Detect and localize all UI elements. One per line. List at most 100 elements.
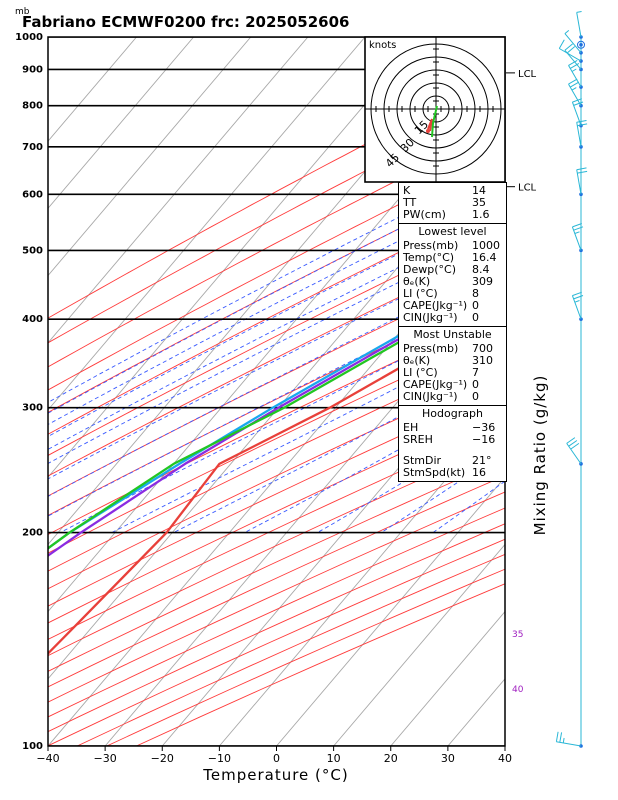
wind-barb-staff	[571, 295, 582, 320]
wind-barb-flag	[573, 101, 584, 106]
wind-barb-flag	[572, 291, 582, 297]
wind-barb-flag	[568, 78, 578, 85]
isotherm-line	[48, 37, 252, 277]
wind-barb-flag	[566, 46, 576, 54]
wetbulb-profile	[48, 271, 505, 550]
pressure-tick-label: 500	[22, 245, 43, 256]
wind-barb-staff	[568, 83, 582, 106]
lowest-level-row: θₑ(K) 309	[403, 276, 502, 288]
temperature-profile	[48, 305, 505, 656]
wind-barb-flag	[577, 123, 588, 127]
pressure-unit-label: mb	[15, 7, 30, 17]
dry-adiabat-line	[48, 368, 505, 590]
wind-barb-flag	[562, 737, 565, 743]
most-unstable-row: LI (°C) 7	[403, 367, 502, 379]
isotherm-line	[48, 207, 505, 746]
isotherm-line	[48, 37, 309, 344]
temperature-tick-label: −20	[151, 752, 174, 765]
hodograph-trace-high	[431, 105, 438, 138]
lowest-level-row: Dewp(°C) 8.4	[403, 264, 502, 276]
pressure-tick-label: 700	[22, 142, 43, 153]
most-unstable-value: 0	[472, 390, 479, 403]
isotherm-line	[48, 37, 194, 210]
most-unstable-row: CAPE(Jkg⁻¹) 0	[403, 379, 502, 391]
most-unstable-value: 700	[472, 342, 493, 355]
wind-barb-flag	[564, 43, 573, 51]
lowest-level-row: LI (°C) 8	[403, 288, 502, 300]
hodograph-param-row: EH −36	[403, 422, 502, 434]
lowest-level-indices: Lowest level Press(mb) 1000 Temp(°C) 16.4 De…	[398, 224, 507, 327]
lowest-level-label: θₑ(K)	[403, 275, 431, 288]
mixing-ratio-labels: 1234681012141618202530	[611, 183, 618, 193]
sounding-profiles	[48, 271, 505, 656]
hodograph-trace-low	[427, 118, 433, 132]
wind-level-dot	[579, 42, 583, 47]
lowest-level-label: Press(mb)	[403, 239, 459, 252]
pressure-tick-label: 300	[22, 403, 43, 414]
dry-adiabat-line	[48, 387, 505, 607]
hodograph-header: Hodograph	[422, 407, 483, 420]
most-unstable-row: Press(mb) 700	[403, 343, 502, 355]
wind-barb-flag	[573, 226, 584, 231]
most-unstable-row: CIN(Jkg⁻¹) 0	[403, 391, 502, 403]
temperature-tick-label: 10	[327, 752, 341, 765]
dewpoint-profile	[48, 274, 505, 550]
lcl-label: LCL	[518, 69, 537, 80]
summary-indices: K 14 TT 35 PW(cm) 1.6	[398, 182, 507, 224]
isotherm-line	[48, 37, 366, 411]
pressure-tick-label: 400	[22, 314, 43, 325]
hodograph-param-value: −16	[472, 433, 496, 446]
moist-adiabat-line	[48, 175, 505, 414]
lowest-level-label: CAPE(Jkg⁻¹)	[403, 299, 468, 312]
lowest-level-value: 8.4	[472, 263, 490, 276]
most-unstable-label: CIN(Jkg⁻¹)	[403, 390, 458, 403]
hodograph-param-label: SREH	[403, 433, 433, 446]
moist-adiabat-line	[48, 163, 505, 403]
moist-adiabat-line	[48, 229, 505, 464]
wind-barb-flag	[572, 98, 582, 103]
wind-barb-flag	[564, 30, 570, 34]
most-unstable-label: LI (°C)	[403, 366, 438, 379]
most-unstable-label: Press(mb)	[403, 342, 459, 355]
wind-barb-flag	[570, 81, 580, 88]
most-unstable-value: 310	[472, 354, 493, 367]
most-unstable-row: θₑ(K) 310	[403, 355, 502, 367]
lowest-level-label: Temp(°C)	[403, 251, 455, 264]
storm-motion-marker	[426, 129, 430, 133]
wind-barb-flag	[558, 39, 565, 49]
wind-barb-flag	[571, 68, 577, 72]
lcl-label: LCL	[518, 183, 537, 194]
lowest-level-value: 309	[472, 275, 493, 288]
mixing-ratio-line	[614, 37, 618, 194]
wind-barb-staff	[568, 65, 582, 88]
wind-barb-staff	[559, 48, 582, 62]
most-unstable-value: 0	[472, 378, 479, 391]
lowest-level-row: CAPE(Jkg⁻¹) 0	[403, 300, 502, 312]
wind-barb-staff	[576, 12, 582, 38]
pressure-tick-label: 600	[22, 189, 43, 200]
wind-barb-flag	[576, 167, 587, 171]
wind-barb-flag	[566, 437, 576, 444]
moist-adiabat-line	[48, 263, 505, 497]
temperature-tick-label: −10	[208, 752, 231, 765]
mixing-ratio-axis-title: Mixing Ratio (g/kg)	[531, 375, 549, 536]
most-unstable-indices: Most Unstable Press(mb) 700 θₑ(K) 310 LI (°C…	[398, 327, 507, 406]
storm-param-value: 16	[472, 466, 486, 479]
lowest-level-value: 0	[472, 299, 479, 312]
wind-barb-flag	[577, 170, 588, 174]
temperature-tick-label: −40	[36, 752, 59, 765]
most-unstable-header: Most Unstable	[413, 328, 492, 341]
lowest-level-value: 8	[472, 287, 479, 300]
x-axis-title: Temperature (°C)	[202, 766, 348, 784]
moist-adiabat-line	[48, 283, 505, 517]
temperature-tick-label: −30	[94, 752, 117, 765]
lowest-level-value: 1000	[472, 239, 500, 252]
dry-adiabat-line	[48, 289, 505, 516]
wind-barb-staff	[576, 122, 582, 147]
dry-adiabat-line	[48, 245, 505, 477]
wind-barb-staff	[566, 443, 582, 465]
dry-adiabat-line	[48, 99, 505, 344]
most-unstable-value: 7	[472, 366, 479, 379]
